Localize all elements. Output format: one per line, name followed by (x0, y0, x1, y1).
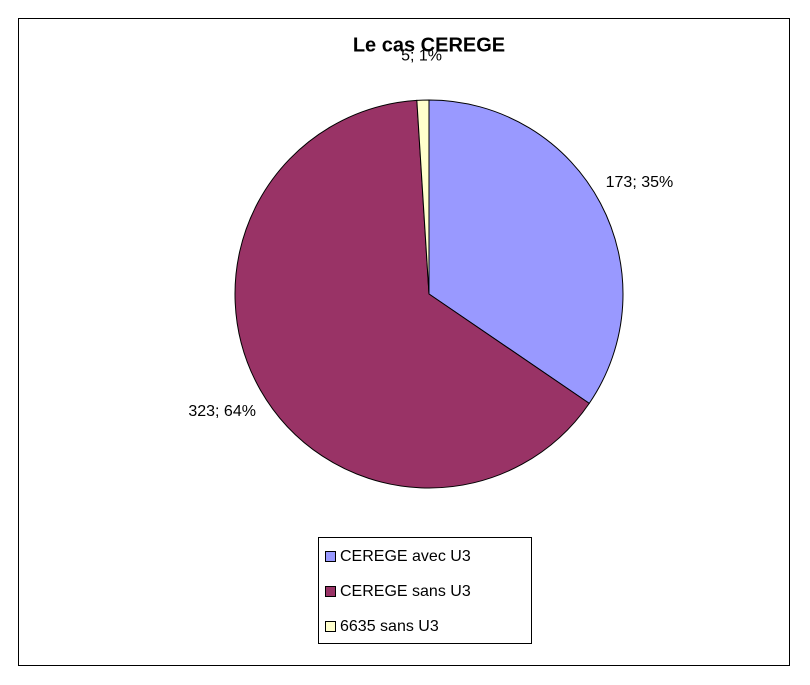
data-label: 323; 64% (188, 403, 256, 420)
pie-slice (234, 99, 590, 489)
pie-slice (428, 99, 624, 405)
legend-box (318, 537, 532, 644)
legend-label: CEREGE sans U3 (340, 583, 471, 600)
chart-title: Le cas CEREGE (353, 34, 505, 56)
pie-slice (416, 99, 430, 295)
legend-swatch (325, 621, 336, 632)
data-label: 173; 35% (606, 174, 674, 191)
data-label: 5; 1% (401, 47, 442, 64)
legend-label: 6635 sans U3 (340, 618, 439, 635)
legend-swatch (325, 551, 336, 562)
legend-swatch (325, 586, 336, 597)
legend-label: CEREGE avec U3 (340, 548, 471, 565)
